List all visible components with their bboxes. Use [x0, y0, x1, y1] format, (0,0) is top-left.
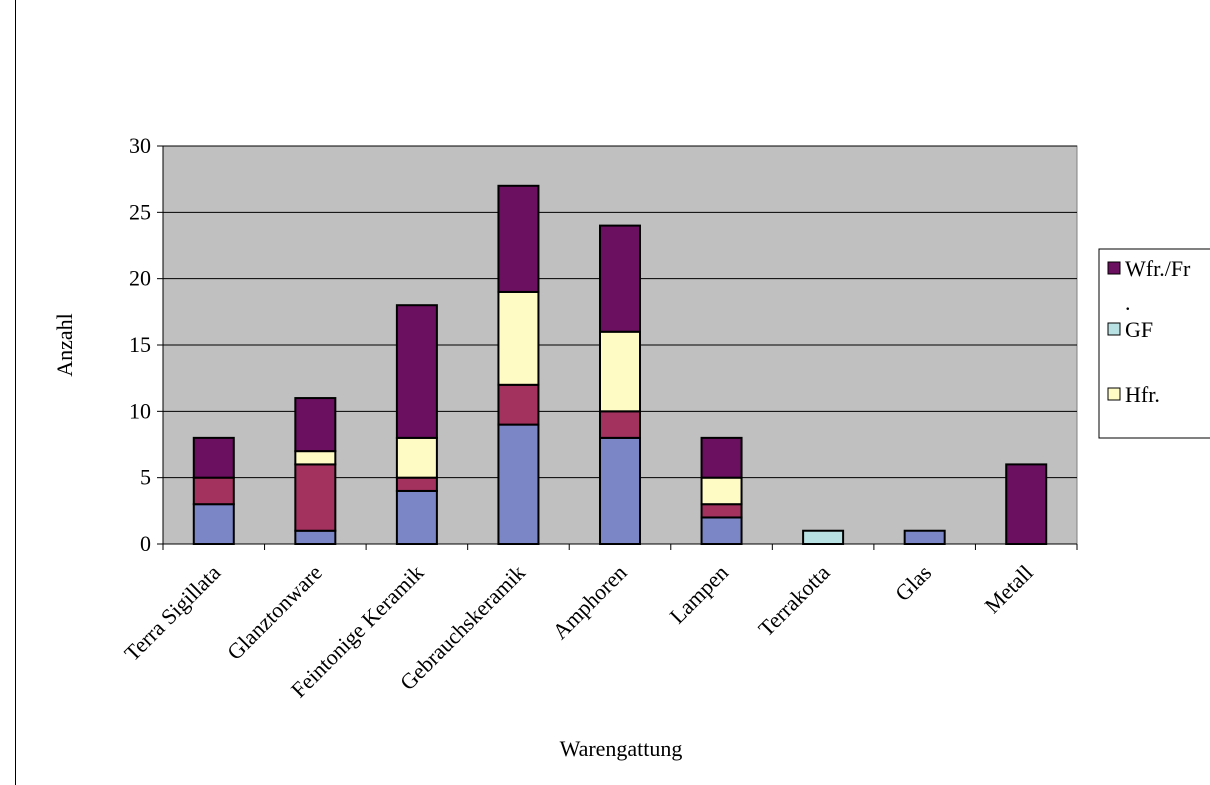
bar-segment [294, 397, 337, 453]
bar-segment [599, 410, 641, 439]
y-tick-label: 10 [129, 398, 151, 423]
bar-segment [497, 290, 540, 386]
bar-segment [294, 450, 337, 466]
x-tick-label: Terrakotta [753, 560, 835, 642]
bar-segment [192, 436, 235, 479]
bar-segment [700, 503, 743, 519]
x-tick-label: Glanztonware [222, 560, 327, 665]
legend-label-wfr: Wfr./Fr [1125, 256, 1191, 281]
legend-swatch-gf [1107, 322, 1121, 336]
bar-segment [599, 436, 641, 545]
bar-segment [294, 463, 337, 532]
bar-segment [599, 330, 641, 413]
y-tick-label: 25 [129, 199, 151, 224]
x-axis-label: Warengattung [560, 736, 683, 761]
legend-label-gf: GF [1125, 317, 1153, 342]
bar-segment [700, 516, 743, 546]
y-tick-label: 30 [129, 133, 151, 158]
legend-label-hfr: Hfr. [1125, 382, 1160, 407]
legend-swatch-wfr [1107, 261, 1121, 275]
legend-swatch-hfr [1107, 387, 1121, 401]
bar-segment [903, 529, 946, 546]
x-tick-label: Metall [979, 560, 1037, 618]
y-axis-label: Anzahl [52, 313, 77, 377]
bar-segment [497, 423, 540, 546]
bar-segment [497, 383, 540, 426]
x-tick-label: Glas [890, 560, 936, 606]
bar-segment [802, 529, 845, 546]
bar-segment [700, 436, 743, 479]
bar-segment [1005, 463, 1048, 545]
y-tick-label: 20 [129, 266, 151, 291]
page-border [15, 0, 16, 785]
y-tick-label: 5 [140, 465, 151, 490]
bar-segment [395, 304, 438, 439]
y-tick-label: 15 [129, 332, 151, 357]
x-tick-label: Amphoren [547, 560, 631, 644]
y-tick-label: 0 [140, 531, 151, 556]
bar-segment [599, 224, 641, 333]
bar-segment [395, 476, 438, 492]
bar-segment [192, 476, 235, 506]
x-tick-label: Lampen [664, 560, 733, 629]
bar-segment [294, 529, 337, 546]
legend: Wfr./Fr . GF Hfr. [1098, 248, 1210, 439]
bar-segment [192, 503, 235, 546]
bar-segment [497, 184, 540, 293]
legend-label-wfr-continuation: . [1125, 290, 1131, 315]
legend-box [1098, 248, 1210, 439]
bar-segment [700, 476, 743, 506]
x-tick-label: Terra Sigillata [119, 560, 225, 666]
bar-segment [395, 436, 438, 479]
bar-segment [395, 489, 438, 545]
